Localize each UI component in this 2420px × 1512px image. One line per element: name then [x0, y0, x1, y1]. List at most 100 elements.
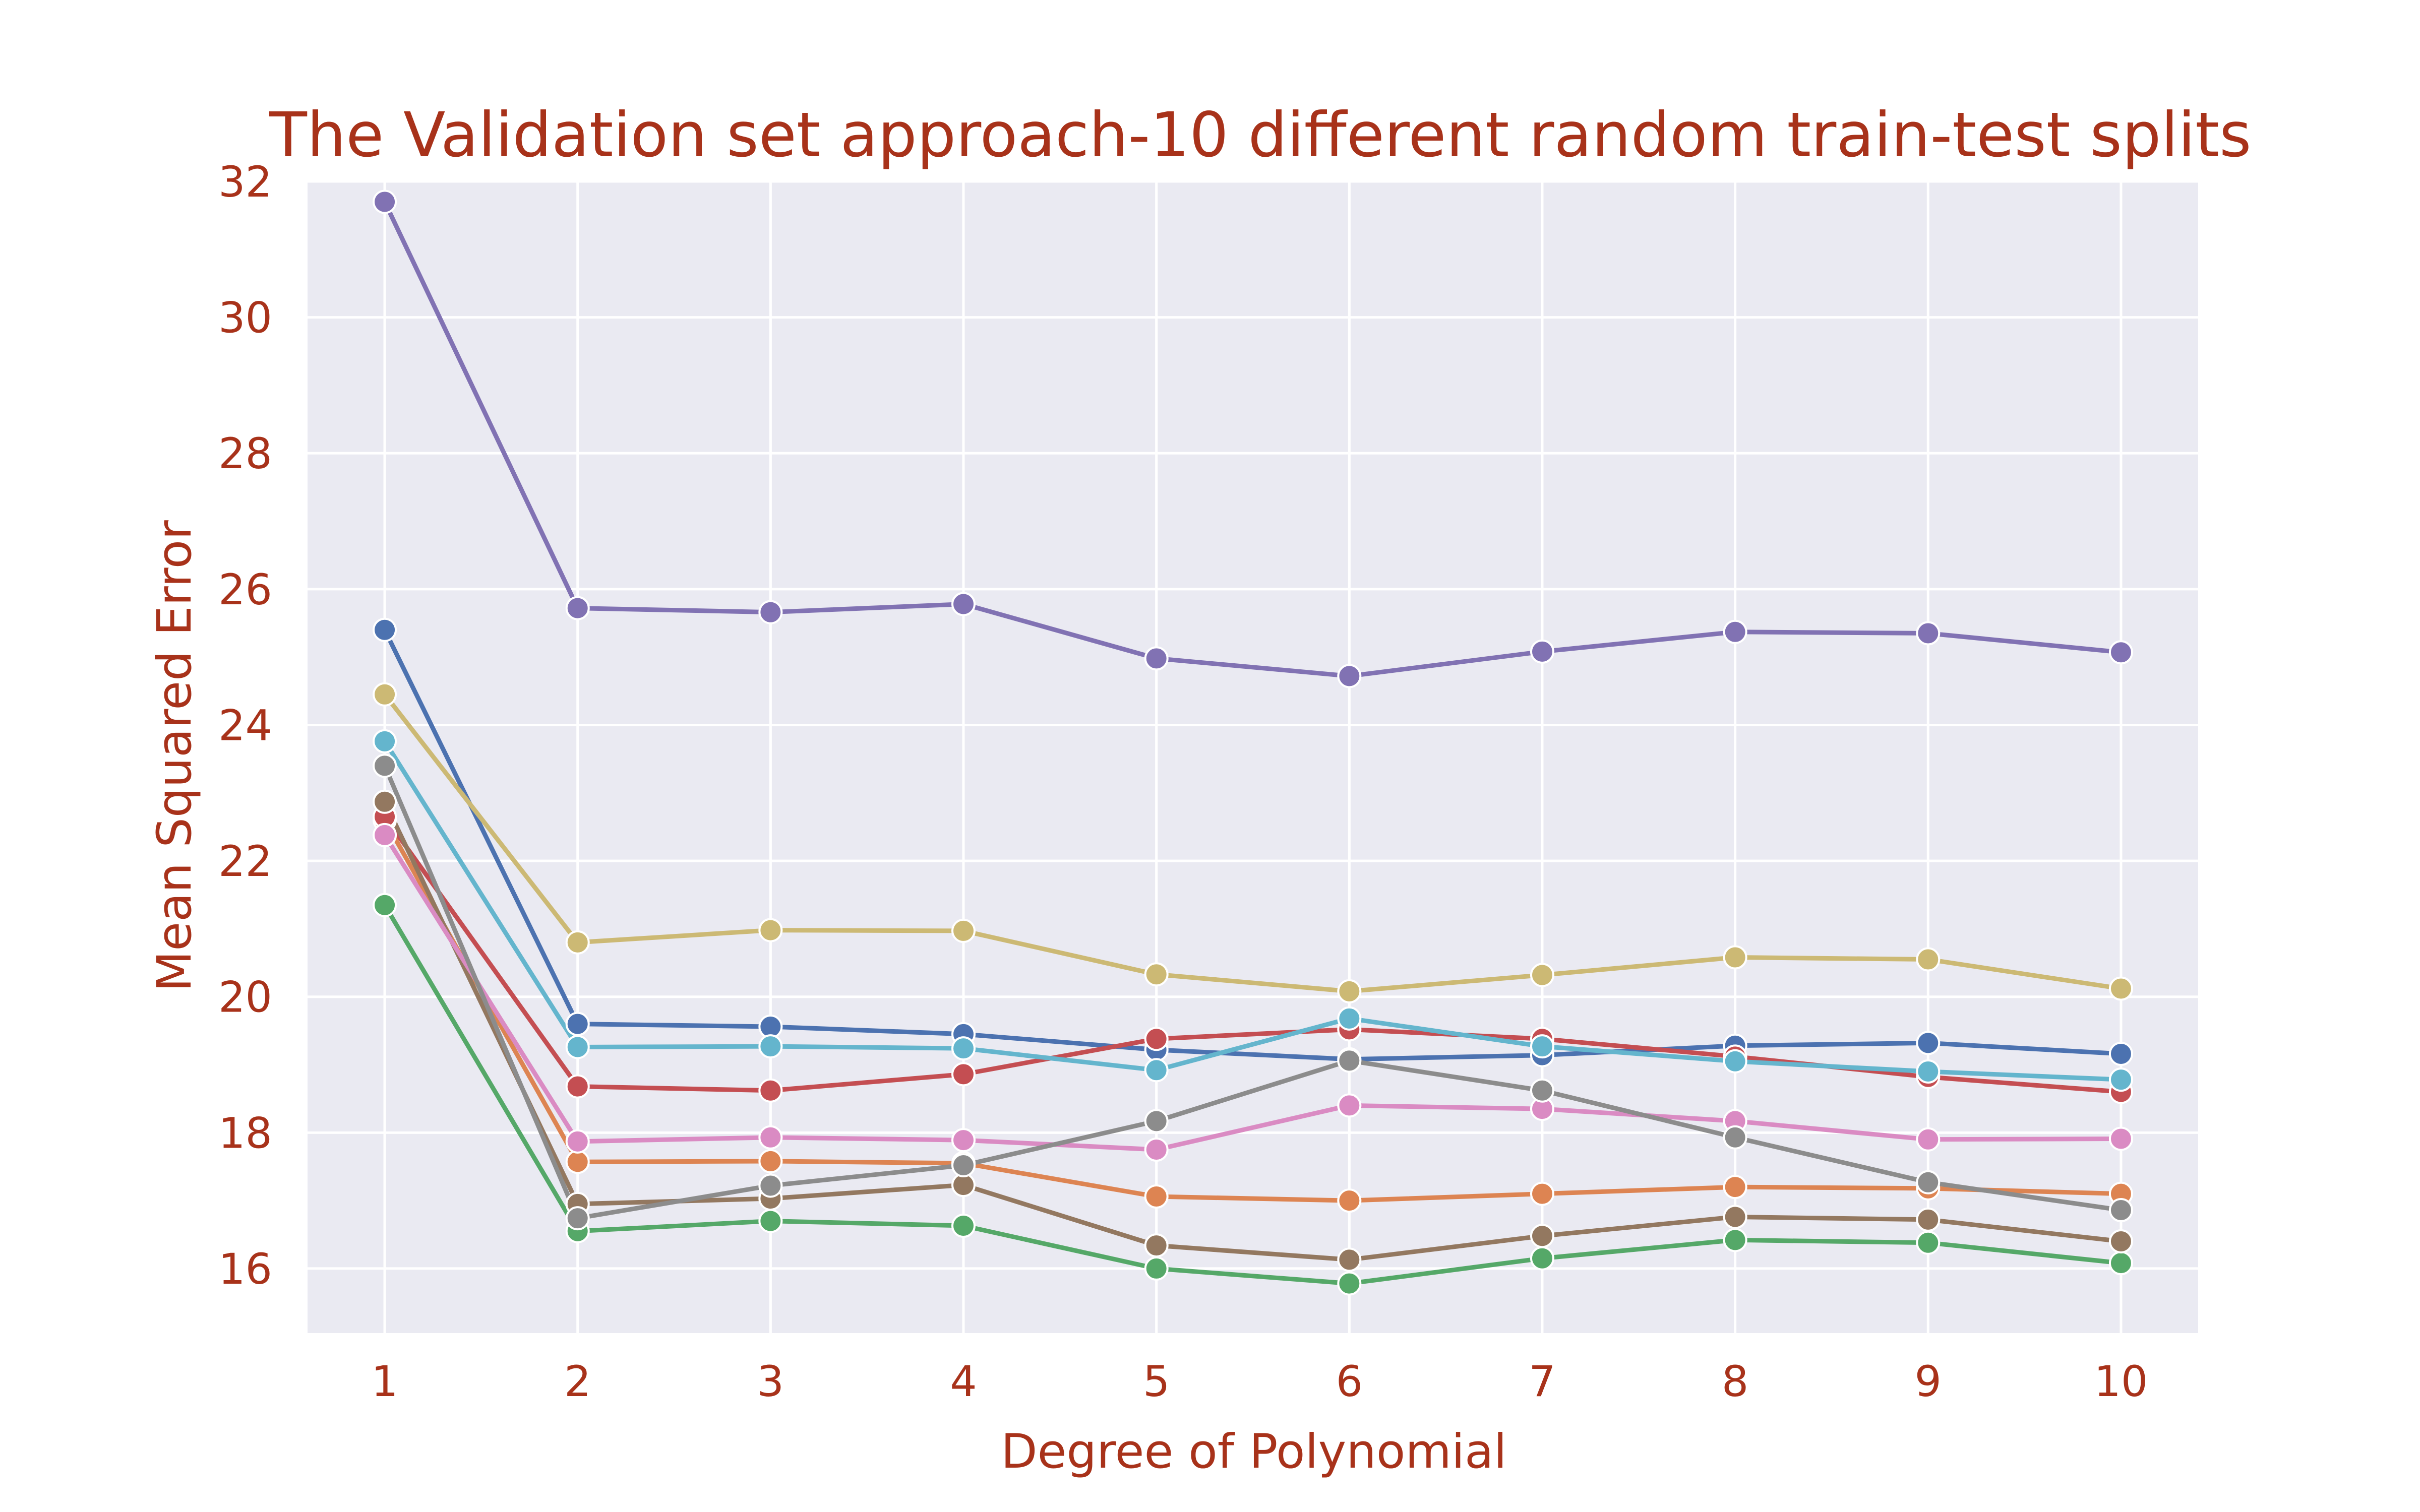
- data-point: [1916, 621, 1941, 646]
- series-line: [382, 201, 2122, 678]
- series-line: [383, 818, 2122, 1203]
- data-point: [373, 789, 397, 814]
- x-tick-label: 10: [2094, 1357, 2148, 1406]
- y-tick-label: 20: [218, 973, 272, 1022]
- grid-lines: [308, 180, 2198, 1333]
- data-point: [758, 1149, 783, 1173]
- data-point: [1337, 1093, 1362, 1118]
- data-point: [1530, 1224, 1554, 1248]
- data-point: [2108, 1229, 2133, 1254]
- data-point: [373, 617, 397, 642]
- data-point: [565, 1129, 590, 1154]
- data-point: [1530, 1078, 1554, 1103]
- data-point: [758, 1125, 783, 1150]
- data-point: [1723, 1205, 1747, 1229]
- data-point: [1144, 1256, 1169, 1281]
- data-point: [1144, 1109, 1169, 1133]
- data-point: [373, 190, 397, 214]
- data-point: [1337, 1247, 1362, 1272]
- data-point: [2108, 1126, 2133, 1151]
- data-point: [1337, 1188, 1362, 1213]
- data-point: [1337, 664, 1362, 688]
- x-tick-label: 5: [1143, 1357, 1170, 1406]
- x-tick-label: 3: [757, 1357, 784, 1406]
- data-point: [565, 1035, 590, 1059]
- data-point: [1916, 1127, 1941, 1152]
- data-point: [373, 893, 397, 917]
- y-axis-label: Mean Squared Error: [147, 520, 202, 992]
- data-point: [1916, 1170, 1941, 1194]
- data-point: [951, 1214, 976, 1238]
- data-point: [758, 918, 783, 942]
- data-point: [1144, 1138, 1169, 1162]
- series-line: [383, 904, 2122, 1286]
- data-point: [2108, 1041, 2133, 1066]
- data-point: [1916, 947, 1941, 972]
- series-line: [382, 765, 2122, 1221]
- data-point: [565, 1150, 590, 1174]
- data-point: [1144, 646, 1169, 671]
- data-point: [951, 1153, 976, 1178]
- y-tick-label: 30: [218, 293, 272, 343]
- data-point: [2108, 1251, 2133, 1276]
- data-point: [1530, 1034, 1554, 1059]
- data-point: [1144, 1027, 1169, 1051]
- x-tick-label: 2: [564, 1357, 591, 1406]
- data-point: [2108, 976, 2133, 1001]
- data-point: [373, 729, 397, 753]
- data-point: [2108, 1198, 2133, 1222]
- data-point: [1144, 1058, 1169, 1083]
- data-point: [373, 682, 397, 707]
- data-point: [951, 1062, 976, 1087]
- data-point: [951, 1128, 976, 1153]
- data-point: [1916, 1230, 1941, 1255]
- series-lines: [382, 201, 2122, 1286]
- y-tick-label: 26: [218, 565, 272, 614]
- data-point: [565, 930, 590, 955]
- data-point: [565, 1206, 590, 1231]
- data-point: [1723, 1049, 1747, 1074]
- data-point: [1337, 1048, 1362, 1073]
- data-point: [951, 1036, 976, 1061]
- data-point: [2108, 1067, 2133, 1092]
- data-point: [1144, 1233, 1169, 1258]
- x-tick-label: 1: [371, 1357, 398, 1406]
- data-point: [951, 918, 976, 943]
- y-tick-label: 24: [218, 701, 272, 750]
- data-point: [1916, 1059, 1941, 1084]
- x-tick-label: 6: [1336, 1357, 1363, 1406]
- series-line: [383, 628, 2122, 1062]
- y-tick-label: 22: [218, 837, 272, 886]
- data-point: [1337, 1271, 1362, 1296]
- data-point: [1144, 962, 1169, 987]
- data-point: [758, 1209, 783, 1233]
- data-point: [565, 1012, 590, 1036]
- data-point: [1530, 1246, 1554, 1271]
- data-point: [1916, 1031, 1941, 1055]
- y-tick-label: 18: [218, 1108, 272, 1158]
- series-line: [383, 740, 2122, 1082]
- data-point: [758, 600, 783, 624]
- series-line: [383, 834, 2121, 1152]
- data-point: [1916, 1207, 1941, 1232]
- data-point: [1144, 1184, 1169, 1209]
- y-tick-label: 28: [218, 429, 272, 478]
- data-point: [1723, 1125, 1747, 1150]
- data-point: [373, 753, 397, 778]
- data-point: [2108, 640, 2133, 665]
- y-tick-label: 16: [218, 1244, 272, 1294]
- data-point: [1723, 619, 1747, 644]
- data-point: [1337, 1006, 1362, 1031]
- data-point: [1530, 1181, 1554, 1206]
- series-line: [383, 693, 2122, 994]
- data-point: [373, 823, 397, 847]
- chart-title: The Validation set approach-10 different…: [269, 99, 2251, 171]
- data-point: [1723, 1175, 1747, 1200]
- y-tick-label: 32: [218, 157, 272, 207]
- x-axis-label: Degree of Polynomial: [1001, 1424, 1507, 1479]
- data-point: [1530, 639, 1554, 664]
- x-tick-label: 8: [1722, 1357, 1748, 1406]
- data-point: [758, 1078, 783, 1103]
- data-point: [1530, 963, 1554, 987]
- data-point: [565, 1074, 590, 1099]
